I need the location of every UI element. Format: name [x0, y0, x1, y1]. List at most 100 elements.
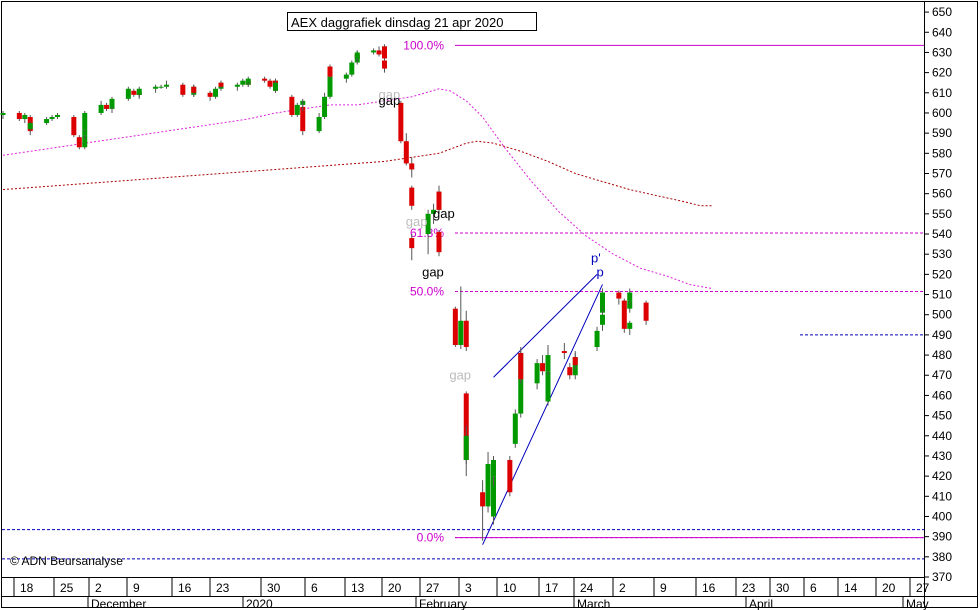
x-tick-label: 13 — [351, 581, 365, 595]
candle-body — [322, 96, 328, 117]
y-tick-label: 440 — [932, 429, 952, 443]
candle-body — [131, 90, 137, 95]
candle-body — [273, 82, 278, 91]
y-tick-label: 590 — [932, 126, 952, 140]
y-tick-label: 450 — [932, 409, 952, 423]
candle-body — [382, 46, 387, 59]
candle-body — [545, 355, 551, 372]
candle-body — [480, 492, 486, 507]
candle-body — [463, 320, 469, 347]
candle-body — [76, 137, 82, 148]
candle-body — [22, 114, 28, 120]
x-tick-label: 14 — [844, 581, 858, 595]
x-tick-label: 6 — [311, 581, 318, 595]
x-tick-label: 30 — [776, 581, 790, 595]
candle-body — [27, 123, 33, 130]
candle-body — [327, 66, 333, 77]
annotation: gap — [406, 214, 428, 229]
candle-body — [572, 357, 578, 366]
candle-body — [294, 104, 300, 115]
candle-body — [82, 135, 88, 148]
month-label: March — [577, 597, 610, 610]
x-tick-label: 6 — [810, 581, 817, 595]
candle-body — [436, 191, 442, 210]
candle-body — [180, 84, 186, 95]
candle-body — [289, 96, 295, 115]
candle-body — [371, 50, 377, 53]
candle-body — [234, 84, 240, 87]
candle-body — [534, 363, 540, 384]
x-tick-label: 9 — [133, 581, 140, 595]
y-tick-label: 420 — [932, 469, 952, 483]
candle-body — [403, 141, 409, 164]
y-tick-label: 470 — [932, 368, 952, 382]
candle-body — [452, 308, 458, 345]
candle-body — [600, 314, 605, 325]
x-tick-label: 23 — [742, 581, 756, 595]
x-tick-label: 30 — [267, 581, 281, 595]
candle-body — [621, 300, 627, 329]
candle-body — [600, 304, 605, 313]
annotation: p' — [591, 250, 601, 265]
annotation: gap — [449, 367, 471, 382]
x-tick-label: 16 — [178, 581, 192, 595]
annotation: gap — [379, 87, 401, 102]
source-label: © ADN Beursanalyse — [10, 554, 123, 568]
y-tick-label: 390 — [932, 530, 952, 544]
candle-body — [164, 84, 169, 87]
candle-body — [491, 459, 496, 477]
candle-body — [267, 80, 273, 87]
chart-title-box — [287, 12, 537, 31]
annotation: gap — [422, 264, 444, 279]
y-tick-label: 570 — [932, 166, 952, 180]
candle-body — [354, 52, 360, 59]
x-tick-label: 3 — [465, 581, 472, 595]
y-tick-label: 640 — [932, 25, 952, 39]
candle-body — [425, 213, 431, 235]
annotation: gap — [379, 93, 401, 108]
month-label: April — [749, 597, 773, 610]
candle-body — [567, 367, 573, 376]
fib-label: 0.0% — [417, 531, 445, 545]
x-tick-label: 27 — [916, 581, 930, 595]
candle-body — [98, 104, 104, 113]
x-tick-label: 23 — [216, 581, 230, 595]
candle-body — [458, 320, 464, 345]
candle-body — [327, 76, 333, 97]
candle-body — [104, 104, 110, 109]
x-tick-label: 9 — [660, 581, 667, 595]
candle-body — [485, 464, 491, 507]
candle-body — [627, 292, 633, 301]
candle-body — [349, 62, 355, 75]
candle-body — [55, 114, 60, 117]
candle-body — [594, 330, 600, 347]
candle-body — [16, 112, 22, 120]
candle-body — [0, 112, 6, 115]
y-tick-label: 530 — [932, 247, 952, 261]
candle-body — [343, 74, 349, 79]
candle-body — [518, 379, 524, 414]
y-tick-label: 520 — [932, 267, 952, 281]
candle-body — [191, 86, 197, 93]
candle-body — [491, 476, 496, 517]
candle-body — [218, 82, 224, 87]
candle-body — [136, 88, 142, 95]
candle-body — [616, 292, 622, 299]
candle-body — [627, 322, 633, 329]
candle-body — [125, 88, 131, 99]
candle-body — [300, 110, 306, 132]
x-tick-label: 17 — [545, 581, 559, 595]
y-tick-label: 460 — [932, 388, 952, 402]
y-tick-label: 500 — [932, 308, 952, 322]
candle-body — [545, 371, 551, 402]
candle-body — [262, 78, 268, 81]
candle-body — [49, 117, 55, 120]
chart-title: AEX daggrafiek dinsdag 21 apr 2020 — [291, 15, 504, 30]
y-tick-label: 600 — [932, 106, 952, 120]
x-tick-label: 2 — [95, 581, 102, 595]
y-tick-label: 400 — [932, 509, 952, 523]
y-tick-label: 560 — [932, 187, 952, 201]
month-label: February — [419, 597, 467, 610]
